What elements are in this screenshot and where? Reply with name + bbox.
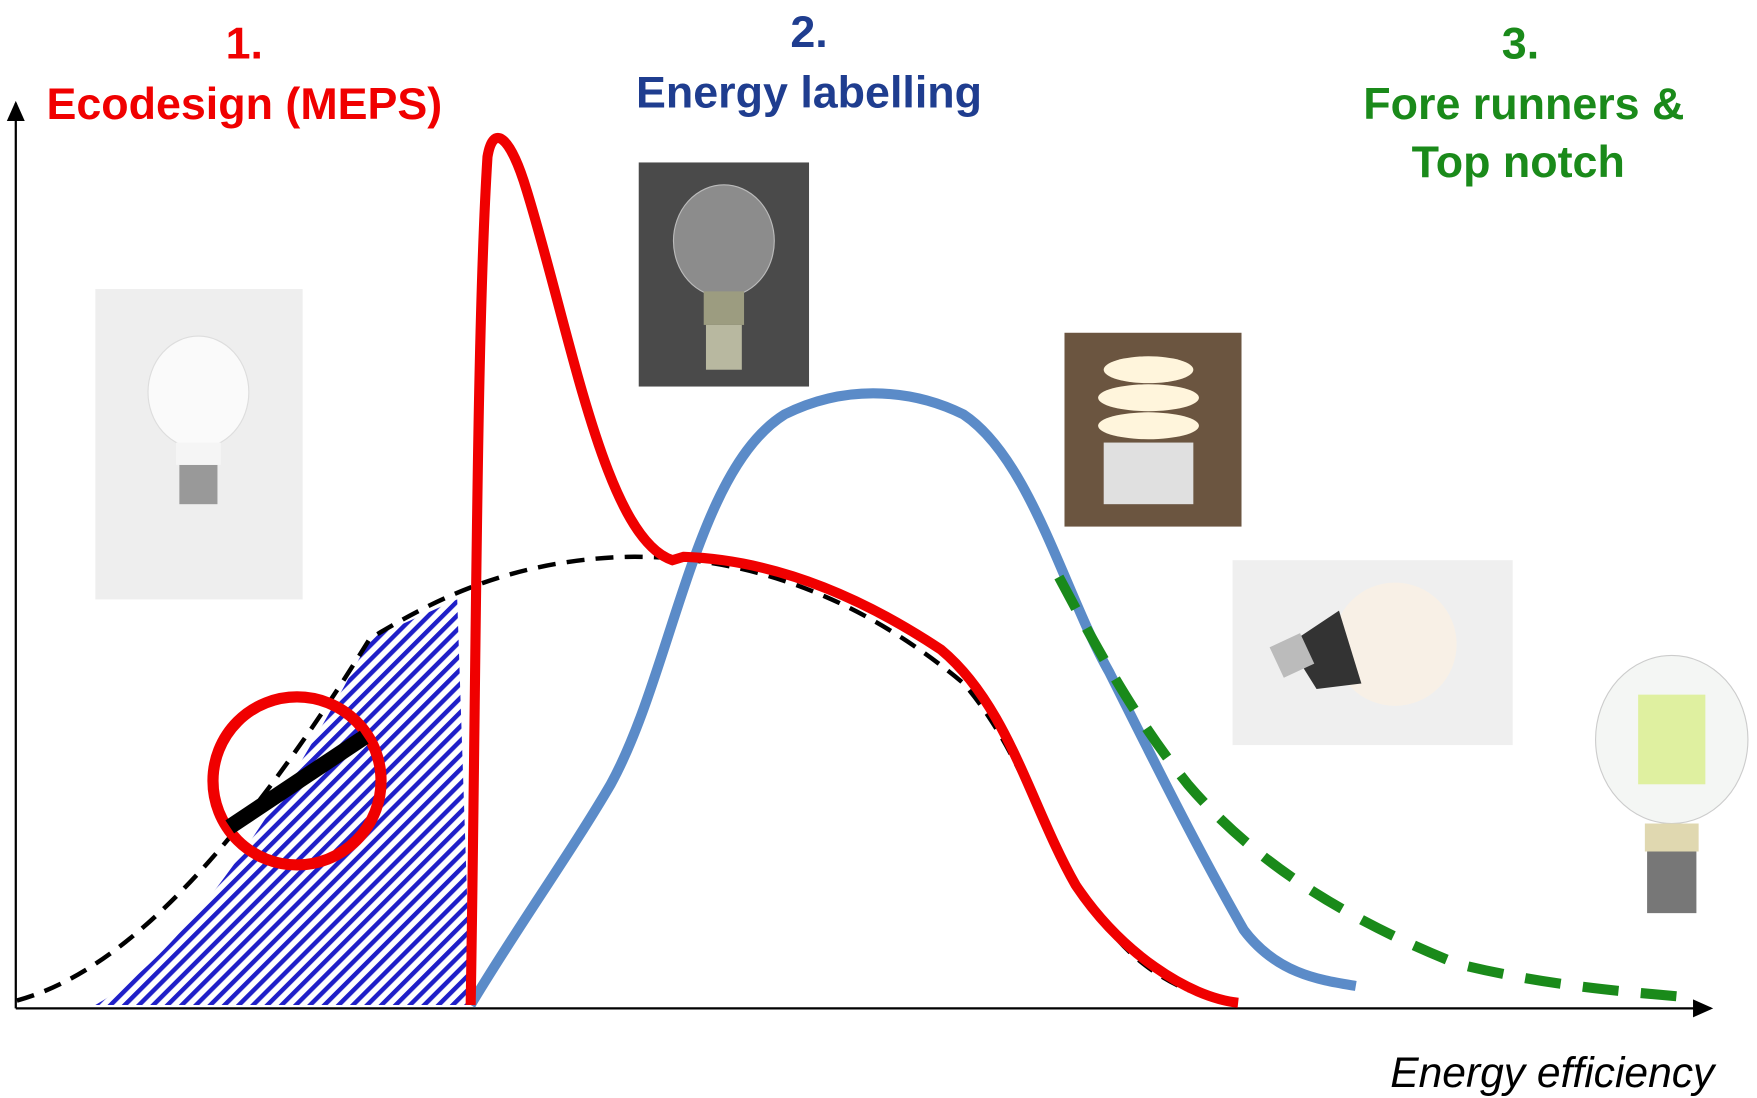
frontrunner-curve bbox=[1054, 574, 1687, 1003]
ban-bar bbox=[225, 730, 369, 834]
labelling-curve bbox=[466, 388, 1357, 1008]
heading-3: 3. Fore runners & Top notch bbox=[1363, 18, 1684, 187]
heading-text: Fore runners & bbox=[1363, 79, 1684, 129]
heading-1: 1. Ecodesign (MEPS) bbox=[46, 18, 442, 129]
heading-text: Ecodesign (MEPS) bbox=[46, 79, 442, 129]
bulb-image-incandescent bbox=[95, 289, 303, 600]
heading-2: 2. Energy labelling bbox=[636, 7, 982, 118]
bulb-image-filament bbox=[1595, 654, 1749, 914]
heading-number: 3. bbox=[1502, 18, 1539, 68]
hatched-area bbox=[95, 599, 471, 1006]
heading-text: Top notch bbox=[1412, 137, 1625, 187]
x-axis-label: Energy efficiency bbox=[1390, 1049, 1717, 1097]
bulb-image-cfl bbox=[1064, 332, 1242, 527]
bulb-image-halogen bbox=[638, 162, 810, 387]
heading-text: Energy labelling bbox=[636, 68, 982, 118]
heading-number: 2. bbox=[790, 7, 827, 57]
ecodesign-curve bbox=[465, 132, 1239, 1008]
ban-circle bbox=[207, 691, 387, 871]
bulb-image-led bbox=[1232, 560, 1513, 746]
heading-number: 1. bbox=[226, 18, 263, 68]
